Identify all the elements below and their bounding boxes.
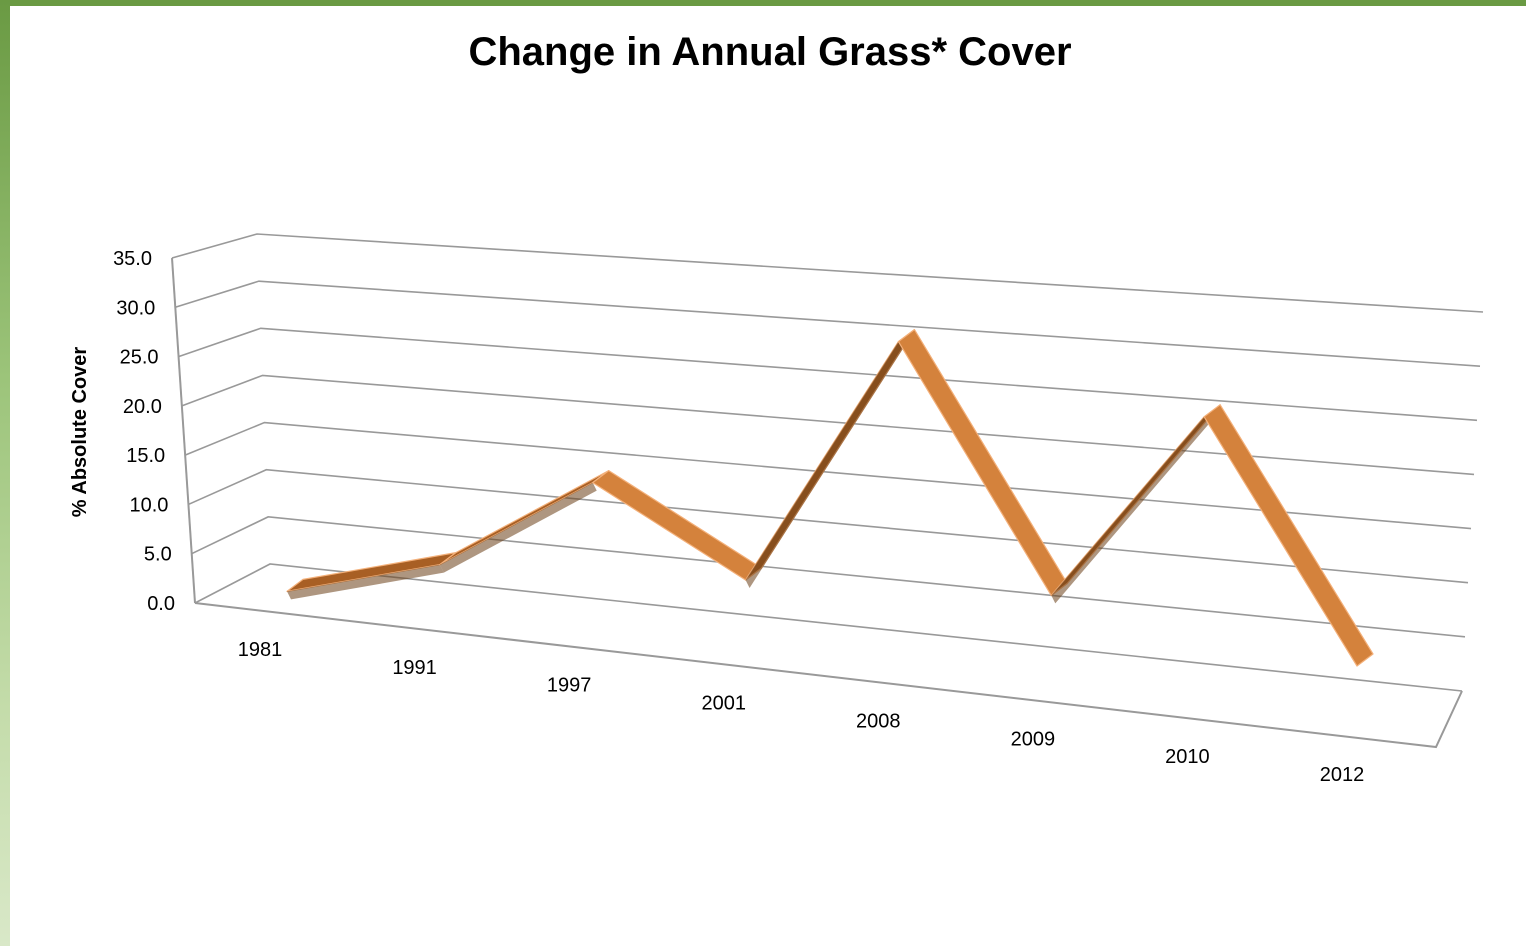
line-segment bbox=[592, 470, 763, 581]
y-tick-label: 15.0 bbox=[126, 445, 165, 467]
y-tick-label: 25.0 bbox=[120, 347, 159, 369]
line-segment bbox=[1203, 404, 1374, 667]
gridline bbox=[178, 327, 1478, 422]
top-accent-bar bbox=[0, 0, 1526, 6]
y-tick-label: 20.0 bbox=[123, 396, 162, 418]
y-tick-label: 30.0 bbox=[116, 297, 155, 319]
left-wall-edge bbox=[171, 257, 196, 604]
x-tick-label: 2010 bbox=[1165, 746, 1210, 768]
left-accent-bar bbox=[0, 0, 10, 946]
line-segment bbox=[897, 329, 1068, 597]
x-tick-label: 1981 bbox=[238, 639, 283, 661]
chart-walls bbox=[171, 257, 1463, 749]
gridline bbox=[191, 516, 1466, 638]
x-tick-label: 1997 bbox=[547, 675, 592, 697]
y-tick-label: 10.0 bbox=[129, 494, 168, 516]
x-axis-ticks: 1981 1991 1997 2001 2008 2009 2010 2012 bbox=[238, 639, 1365, 786]
chart-gridlines bbox=[171, 233, 1484, 692]
x-tick-label: 2012 bbox=[1320, 764, 1365, 786]
line-series bbox=[286, 329, 1374, 667]
floor-edge bbox=[194, 602, 1463, 749]
x-tick-label: 1991 bbox=[392, 657, 437, 679]
gridline bbox=[184, 421, 1472, 530]
gridline bbox=[194, 563, 1463, 692]
x-tick-label: 2009 bbox=[1011, 728, 1056, 750]
y-tick-label: 5.0 bbox=[144, 544, 172, 566]
x-tick-label: 2008 bbox=[856, 710, 901, 732]
gridline bbox=[181, 374, 1475, 476]
gridline bbox=[188, 468, 1469, 584]
y-tick-label: 35.0 bbox=[113, 248, 152, 270]
line-segment-shadow bbox=[287, 564, 444, 600]
y-axis-ticks: 0.0 5.0 10.0 15.0 20.0 25.0 30.0 35.0 bbox=[113, 248, 175, 615]
line-segment-shadow bbox=[745, 341, 903, 588]
gridline bbox=[175, 280, 1481, 367]
x-tick-label: 2001 bbox=[701, 693, 746, 715]
y-axis-title: % Absolute Cover bbox=[69, 347, 91, 518]
line-segment-shadow bbox=[1051, 416, 1209, 604]
chart-title: Change in Annual Grass* Cover bbox=[468, 30, 1072, 74]
y-tick-label: 0.0 bbox=[147, 593, 175, 615]
line-segment-shadow bbox=[439, 482, 597, 573]
line-segment bbox=[439, 470, 610, 566]
gridline bbox=[171, 233, 1484, 313]
